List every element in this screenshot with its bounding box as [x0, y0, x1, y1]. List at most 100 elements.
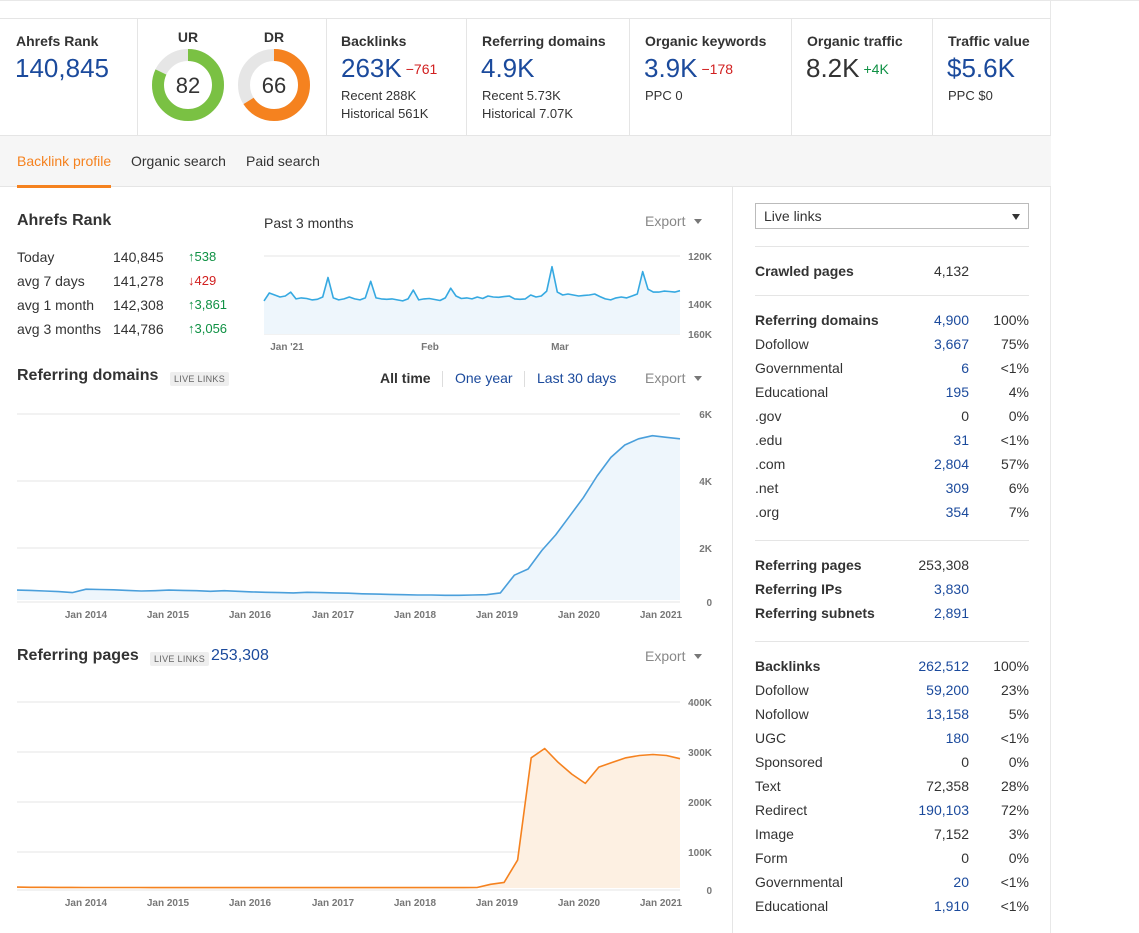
- metrics-strip: Ahrefs Rank 140,845 UR 82 DR 66 Backlink…: [0, 18, 1051, 136]
- stat-label: Nofollow: [755, 706, 809, 722]
- referring-domains-title: Referring domains: [17, 367, 159, 384]
- stat-row: .org 354 7%: [755, 504, 1029, 524]
- x-tick-label: Jan 2018: [394, 610, 437, 621]
- stat-percent: 4%: [1008, 384, 1029, 400]
- stat-value[interactable]: 13,158: [926, 706, 969, 722]
- chevron-down-icon: [1012, 214, 1020, 220]
- tab-paid-search[interactable]: Paid search: [246, 153, 320, 169]
- stat-percent: 72%: [1000, 802, 1029, 818]
- metric-value[interactable]: $5.6K: [947, 53, 1015, 83]
- metric-label: Traffic value: [948, 33, 1030, 49]
- x-tick-label: Jan 2017: [312, 898, 355, 909]
- stat-row: Form 0 0%: [755, 850, 1029, 870]
- export-button[interactable]: Export: [645, 213, 703, 229]
- stat-value[interactable]: 20: [953, 874, 969, 890]
- x-tick-label: Mar: [551, 342, 569, 353]
- stat-label: Dofollow: [755, 682, 809, 698]
- x-tick-label: Jan 2021: [640, 610, 683, 621]
- stat-label: Governmental: [755, 360, 843, 376]
- x-tick-label: Feb: [421, 342, 439, 353]
- arrow-up-icon: ↑: [188, 321, 195, 336]
- metric-referring-domains: Referring domains 4.9K Recent 5.73K Hist…: [467, 19, 630, 135]
- y-tick-label: 120K: [688, 252, 713, 263]
- range-last-30-days[interactable]: Last 30 days: [537, 370, 617, 386]
- divider: [755, 540, 1029, 541]
- stat-percent: <1%: [1000, 898, 1029, 914]
- rank-row-delta: ↑3,056: [188, 321, 228, 336]
- stat-label: Crawled pages: [755, 263, 854, 279]
- stat-row: .gov 0 0%: [755, 408, 1029, 428]
- stat-label: UGC: [755, 730, 787, 746]
- stat-label: .com: [755, 456, 786, 472]
- stat-row: Image 7,152 3%: [755, 826, 1029, 846]
- y-tick-label: 400K: [688, 698, 713, 709]
- y-tick-label: 140K: [688, 300, 713, 311]
- stat-value[interactable]: 195: [945, 384, 969, 400]
- x-tick-label: Jan 2015: [147, 610, 190, 621]
- stat-value[interactable]: 3,830: [933, 581, 969, 597]
- stat-row: Governmental 20 <1%: [755, 874, 1029, 894]
- stat-label: Backlinks: [755, 658, 821, 674]
- stat-value[interactable]: 309: [945, 480, 969, 496]
- ur-gauge[interactable]: UR 82: [148, 29, 228, 123]
- range-all-time[interactable]: All time: [380, 370, 431, 386]
- stat-value[interactable]: 1,910: [933, 898, 969, 914]
- stat-percent: 100%: [993, 312, 1029, 328]
- rank-row: avg 3 months 144,786 ↑3,056: [17, 321, 237, 341]
- export-button[interactable]: Export: [645, 648, 703, 664]
- stat-value[interactable]: 3,667: [933, 336, 969, 352]
- links-filter-select[interactable]: Live links: [755, 203, 1029, 229]
- column-divider: [732, 187, 733, 933]
- export-button[interactable]: Export: [645, 370, 703, 386]
- rank-row-delta: ↑3,861: [188, 297, 228, 312]
- metric-value[interactable]: 263K −761: [341, 53, 438, 83]
- stat-percent: <1%: [1000, 730, 1029, 746]
- dr-gauge[interactable]: DR 66: [234, 29, 314, 123]
- stat-row: Referring domains 4,900 100%: [755, 312, 1029, 332]
- range-one-year[interactable]: One year: [455, 370, 513, 386]
- metric-value[interactable]: 3.9K −178: [644, 53, 734, 83]
- chevron-down-icon: [694, 654, 703, 659]
- metric-value[interactable]: 4.9K: [481, 53, 535, 83]
- metric-delta: +4K: [863, 61, 889, 77]
- period-label: Past 3 months: [264, 215, 354, 231]
- stat-value[interactable]: 2,891: [933, 605, 969, 621]
- arrow-up-icon: ↑: [188, 297, 195, 312]
- stat-value[interactable]: 354: [945, 504, 969, 520]
- metric-historical: Historical 561K: [341, 106, 429, 121]
- dr-value: 66: [262, 73, 286, 98]
- stat-percent: 100%: [993, 658, 1029, 674]
- stat-value[interactable]: 190,103: [918, 802, 969, 818]
- stat-value: 72,358: [926, 778, 969, 794]
- stat-percent: 28%: [1000, 778, 1029, 794]
- stat-value[interactable]: 262,512: [918, 658, 969, 674]
- metric-organic-traffic: Organic traffic 8.2K +4K: [792, 19, 933, 135]
- x-tick-label: Jan 2016: [229, 610, 272, 621]
- y-tick-label: 6K: [699, 410, 713, 421]
- arrow-down-icon: ↓: [188, 273, 195, 288]
- metric-value[interactable]: 140,845: [15, 53, 109, 83]
- x-tick-label: Jan 2017: [312, 610, 355, 621]
- live-links-badge: LIVE LINKS: [170, 372, 230, 386]
- stat-value[interactable]: 31: [953, 432, 969, 448]
- metric-value[interactable]: 8.2K +4K: [806, 53, 889, 83]
- live-links-badge: LIVE LINKS: [150, 652, 210, 666]
- tab-backlink-profile[interactable]: Backlink profile: [17, 136, 112, 188]
- stat-value[interactable]: 2,804: [933, 456, 969, 472]
- rank-row-value: 140,845: [113, 249, 164, 265]
- x-tick-label: Jan 2014: [65, 898, 108, 909]
- series-area: [17, 435, 680, 600]
- tab-organic-search[interactable]: Organic search: [131, 153, 226, 169]
- referring-pages-count[interactable]: 253,308: [211, 647, 269, 664]
- metric-traffic-value: Traffic value $5.6K PPC $0: [933, 19, 1051, 135]
- y-tick-label: 160K: [688, 330, 713, 341]
- stat-percent: 23%: [1000, 682, 1029, 698]
- referring-pages-chart: 400K 300K 200K 100K 0 Jan 2014 Jan 2015 Jan 201…: [17, 698, 713, 909]
- dr-label: DR: [263, 29, 285, 45]
- series-area: [264, 266, 680, 334]
- stat-value[interactable]: 6: [961, 360, 969, 376]
- stat-value[interactable]: 180: [945, 730, 969, 746]
- stat-value[interactable]: 4,900: [933, 312, 969, 328]
- stat-row: Educational 1,910 <1%: [755, 898, 1029, 918]
- stat-value[interactable]: 59,200: [926, 682, 969, 698]
